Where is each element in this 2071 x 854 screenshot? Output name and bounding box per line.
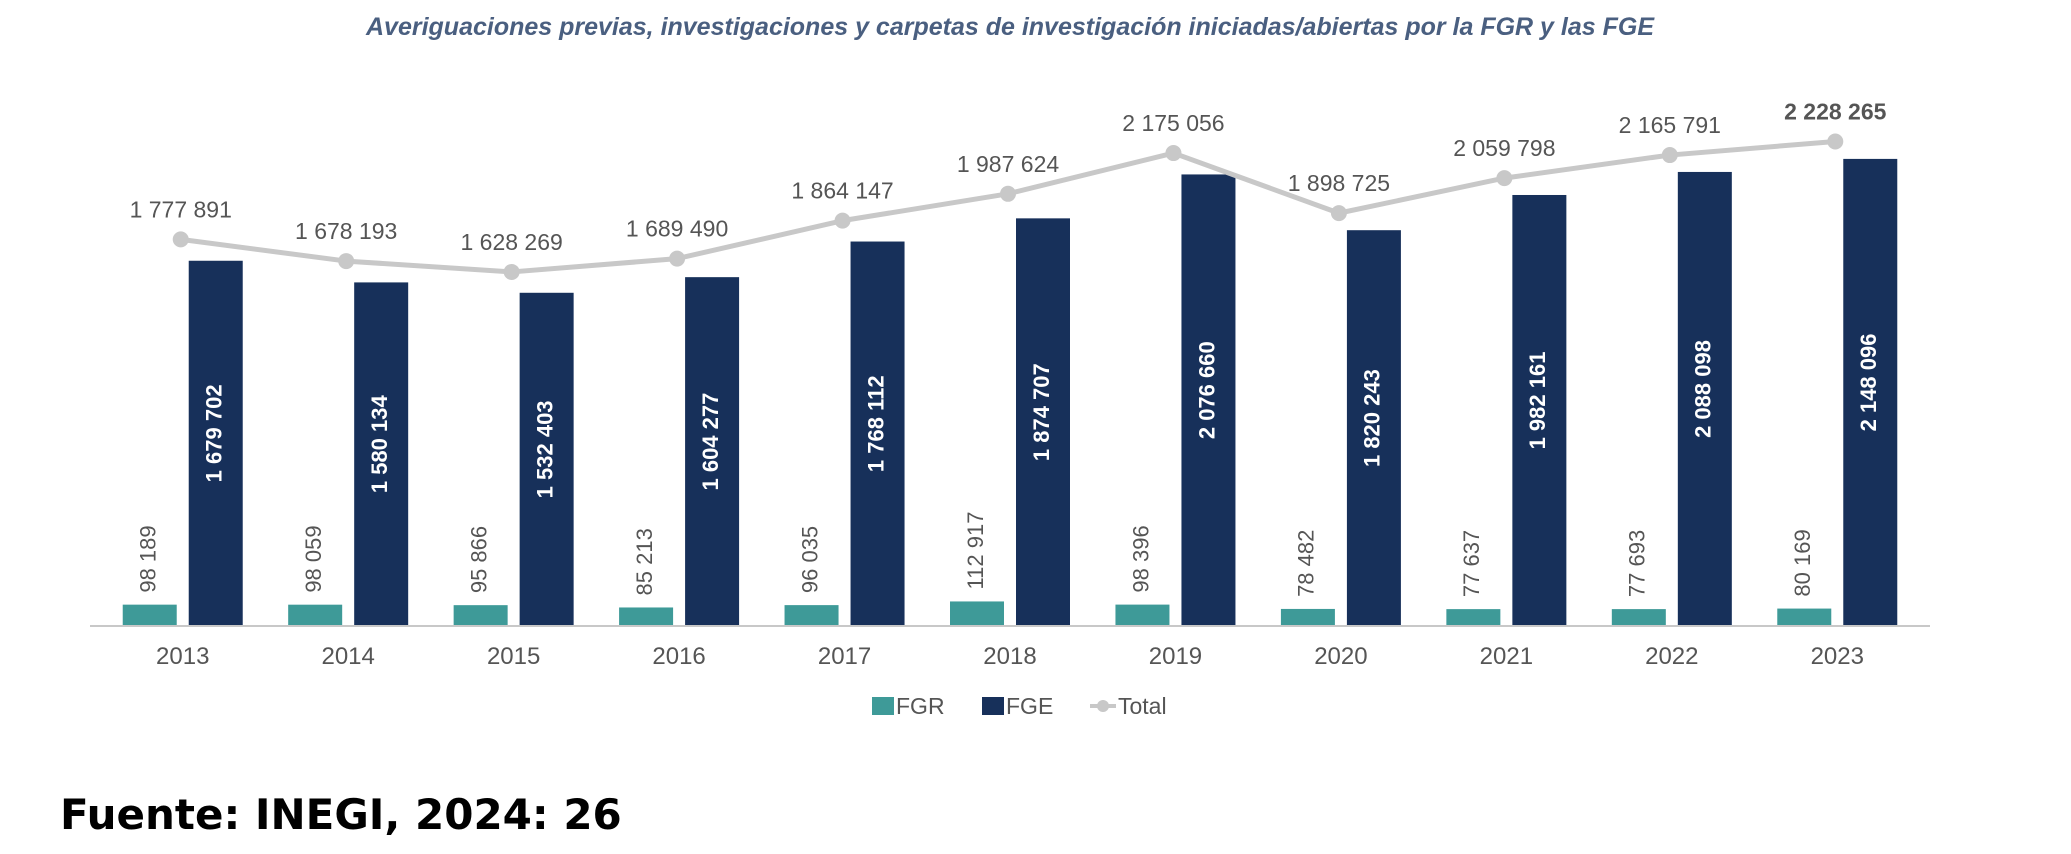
x-tick-label-2019: 2019 [1149,643,1202,670]
data-label-fge-2013: 1 679 702 [202,384,227,482]
legend-label-fgr: FGR [896,693,945,719]
total-label-2019: 2 175 056 [1122,110,1224,136]
x-tick-label-2013: 2013 [156,643,209,670]
legend-swatch-fgr [872,697,894,715]
data-label-fgr-2018: 112 917 [963,512,988,590]
bar-fgr-2022 [1611,609,1666,626]
bar-fgr-2018 [950,601,1004,626]
data-label-fge-2018: 1 874 707 [1029,363,1054,461]
bar-fgr-2020 [1280,608,1335,626]
bar-fge-2022 [1677,171,1732,626]
data-label-fgr-2013: 98 189 [136,525,161,592]
total-label-2013: 1 777 891 [130,196,232,222]
total-label-2014: 1 678 193 [295,218,397,244]
bar-fgr-2013 [122,604,177,626]
data-label-fgr-2014: 98 059 [301,525,326,592]
bar-fge-2021 [1512,194,1567,626]
data-label-fge-2019: 2 076 660 [1194,341,1219,439]
bar-fge-2013 [188,260,243,626]
data-label-fge-2023: 2 148 096 [1856,334,1881,432]
data-label-fgr-2020: 78 482 [1294,530,1319,597]
data-label-fge-2014: 1 580 134 [367,395,392,494]
bar-fge-2017 [850,241,905,626]
data-label-fge-2017: 1 768 112 [863,375,888,472]
chart-title: Averiguaciones previas, investigaciones … [365,13,1655,41]
x-tick-label-2022: 2022 [1645,643,1698,670]
data-label-fgr-2021: 77 637 [1459,530,1484,597]
total-line-layer: 1 777 891 1 678 193 1 628 269 1 689 490 1 86… [130,98,1887,280]
x-tick-label-2023: 2023 [1811,643,1864,670]
data-label-fge-2016: 1 604 277 [698,393,723,491]
x-tick-label-2020: 2020 [1314,643,1367,670]
data-label-fge-2020: 1 820 243 [1360,369,1385,467]
x-tick-label-2017: 2017 [818,643,871,670]
total-label-2017: 1 864 147 [791,178,893,204]
total-label-2018: 1 987 624 [957,151,1060,177]
total-label-2022: 2 165 791 [1619,112,1721,138]
total-point-2023 [1827,133,1844,150]
bar-fge-2014 [354,282,409,626]
total-point-2014 [338,253,355,270]
total-label-2015: 1 628 269 [460,229,562,255]
data-label-fge-2021: 1 982 161 [1525,352,1550,450]
total-point-2020 [1330,205,1347,222]
total-point-2022 [1661,147,1678,164]
legend-label-total: Total [1118,693,1167,719]
data-label-fge-2015: 1 532 403 [532,400,557,498]
x-tick-label-2018: 2018 [983,643,1036,670]
x-tick-label-2015: 2015 [487,643,540,670]
data-label-fgr-2016: 85 213 [632,528,657,595]
x-tick-label-2016: 2016 [652,643,705,670]
total-point-2018 [1000,185,1016,202]
total-point-2019 [1165,145,1182,162]
bar-fgr-2019 [1115,604,1170,626]
bars-layer: 98 189 1 679 702 98 059 1 580 134 95 866 1 53… [122,158,1898,627]
total-point-2016 [669,250,686,267]
data-label-fgr-2019: 98 396 [1128,525,1153,592]
total-label-2021: 2 059 798 [1453,135,1555,161]
bar-fge-2016 [685,277,740,626]
x-tick-label-2021: 2021 [1480,643,1533,670]
source-note: Fuente: INEGI, 2024: 26 [60,790,622,839]
total-label-2016: 1 689 490 [626,216,728,242]
chart-canvas: Averiguaciones previas, investigaciones … [90,13,1930,719]
total-point-2021 [1496,170,1513,187]
bar-fgr-2014 [288,604,343,626]
bar-fgr-2017 [784,605,839,626]
bar-fge-2015 [519,292,574,626]
bar-fgr-2016 [619,607,674,626]
bar-fgr-2023 [1777,608,1832,626]
bar-fge-2019 [1181,174,1236,627]
bar-fge-2023 [1843,158,1898,626]
legend-label-fge: FGE [1006,693,1053,719]
data-label-fgr-2017: 96 035 [797,526,822,593]
bar-fgr-2015 [453,605,508,626]
bar-fge-2018 [1016,218,1070,626]
legend-marker-total [1097,700,1109,712]
total-point-2013 [172,231,189,248]
total-point-2015 [503,263,520,280]
data-label-fgr-2022: 77 693 [1625,530,1650,597]
data-label-fgr-2023: 80 169 [1790,529,1815,596]
total-label-2020: 1 898 725 [1288,170,1390,196]
legend-swatch-fge [982,697,1004,715]
bar-fgr-2021 [1446,609,1501,626]
data-label-fgr-2015: 95 866 [466,526,491,593]
bar-fge-2020 [1346,230,1401,626]
total-label-2023: 2 228 265 [1784,98,1887,124]
data-label-fge-2022: 2 088 098 [1691,340,1716,438]
x-tick-label-2014: 2014 [321,643,374,670]
x-axis-tick-labels: 2013 2014 2015 2016 2017 2018 2019 2020 2021 2022… [156,643,1864,670]
legend: FGR FGE Total [872,693,1167,719]
total-point-2017 [834,212,851,229]
